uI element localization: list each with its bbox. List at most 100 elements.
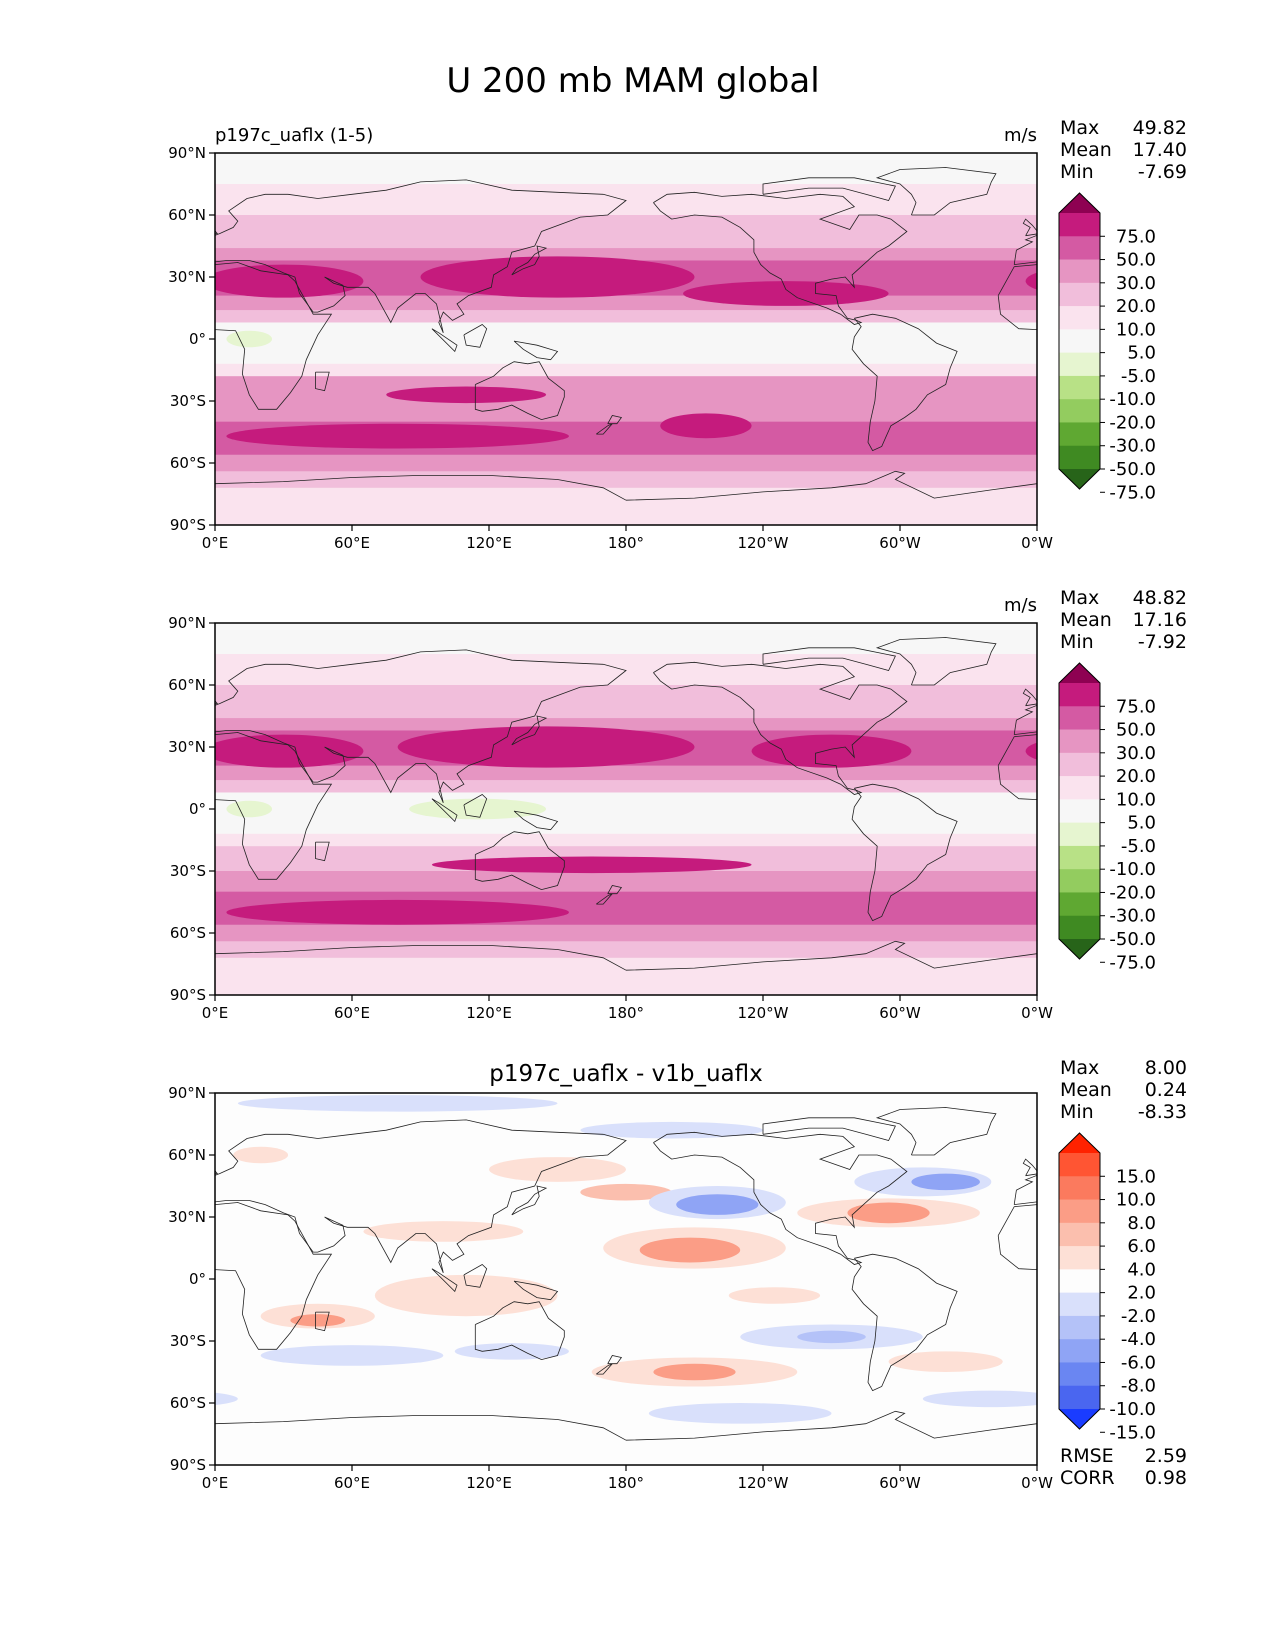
coastline bbox=[215, 649, 627, 803]
coastline bbox=[875, 637, 997, 686]
contour-region bbox=[397, 726, 695, 768]
coastline bbox=[0, 662, 85, 794]
y-tick-label: 60°N bbox=[168, 1146, 206, 1164]
colorbar-segment bbox=[1059, 259, 1100, 284]
contour-region bbox=[683, 281, 889, 306]
rmse-label: RMSE bbox=[1060, 1445, 1114, 1467]
coastline bbox=[1254, 799, 1275, 822]
colorbar-tick-label: 50.0 bbox=[1116, 250, 1156, 271]
y-tick-label: 30°N bbox=[168, 738, 206, 756]
contour-region bbox=[215, 264, 364, 298]
contour-region bbox=[580, 1121, 764, 1139]
coastline bbox=[851, 783, 958, 922]
contour-band bbox=[215, 153, 1037, 185]
colorbar-tick-label: -20.0 bbox=[1109, 882, 1156, 903]
contour-band bbox=[215, 1093, 1037, 1465]
coastlines bbox=[0, 637, 1275, 971]
colorbar-segment bbox=[1059, 776, 1100, 800]
chart-panel-difference: 0°E 60°E 120°E 180° 120°W 60°W 0°W 90°N 60°N 30°N… bbox=[30, 1057, 1187, 1492]
contour-band bbox=[215, 471, 1037, 489]
y-tick-label: 60°N bbox=[168, 676, 206, 694]
contour-region bbox=[386, 386, 547, 404]
coastline bbox=[0, 192, 85, 324]
x-tick-label: 120°E bbox=[466, 1474, 512, 1492]
contour-region bbox=[226, 800, 273, 818]
colorbar: 75.0 50.030.020.010.0 5.0-5.0-10.0-20.0 -30… bbox=[1058, 192, 1156, 503]
x-tick-label: 60°W bbox=[879, 534, 921, 552]
contour-region bbox=[431, 856, 752, 874]
y-tick-label: 90°N bbox=[168, 614, 206, 632]
contour-region bbox=[290, 1314, 346, 1327]
coastline bbox=[1022, 688, 1037, 707]
colorbar-segment bbox=[1059, 1292, 1100, 1317]
contour-band bbox=[215, 215, 1037, 249]
coastline bbox=[511, 715, 548, 746]
colorbar-tick-label: 10.0 bbox=[1116, 1190, 1156, 1211]
coastline bbox=[511, 245, 548, 276]
colorbar-segment bbox=[1059, 1315, 1100, 1340]
contour-band bbox=[215, 248, 1037, 261]
colorbar-segment bbox=[1059, 422, 1100, 447]
coastline bbox=[215, 700, 219, 705]
coastline bbox=[30, 1254, 135, 1390]
coastline bbox=[607, 1355, 623, 1365]
stat-label: Min bbox=[1060, 161, 1094, 183]
colorbar-segment bbox=[1059, 845, 1100, 870]
colorbar-extend-min bbox=[1059, 469, 1100, 489]
colorbar-tick-label: -50.0 bbox=[1109, 459, 1156, 480]
colorbar-tick-label: 10.0 bbox=[1116, 319, 1156, 340]
contour-region bbox=[215, 1392, 238, 1406]
colorbar-segment bbox=[1059, 869, 1100, 893]
colorbar-tick-label: -10.0 bbox=[1109, 389, 1156, 410]
coastline bbox=[1022, 218, 1037, 237]
contour-band bbox=[215, 322, 1037, 365]
colorbar-segment bbox=[1059, 445, 1100, 470]
coastline bbox=[474, 831, 565, 891]
colorbar: 15.0 10.08.06.04.0 2.0-2.0-4.0-6.0 -8.0-10.… bbox=[1058, 1132, 1156, 1443]
coastline bbox=[762, 647, 896, 671]
coastline bbox=[513, 810, 559, 831]
contour-band bbox=[215, 623, 1037, 655]
coastline bbox=[215, 1415, 627, 1441]
stat-value: 49.82 bbox=[1133, 117, 1187, 139]
contour-band bbox=[215, 363, 1037, 377]
coastline bbox=[55, 1108, 174, 1156]
coastline bbox=[55, 168, 174, 216]
x-tick-label: 120°W bbox=[738, 1004, 789, 1022]
x-tick-label: 60°E bbox=[334, 1474, 370, 1492]
x-tick-label: 0°E bbox=[202, 1474, 229, 1492]
colorbar-segment bbox=[1059, 1362, 1100, 1387]
contour-region bbox=[797, 1330, 866, 1344]
contour-region bbox=[409, 798, 547, 820]
coastline bbox=[30, 314, 135, 450]
contour-band bbox=[215, 780, 1037, 793]
colorbar-segment bbox=[1059, 1269, 1100, 1294]
colorbar-tick-label: 50.0 bbox=[1116, 720, 1156, 741]
colorbar-tick-label: -10.0 bbox=[1109, 1399, 1156, 1420]
panel-units: m/s bbox=[1004, 595, 1037, 616]
y-tick-label: 60°S bbox=[170, 454, 206, 472]
colorbar-extend-min bbox=[1059, 1409, 1100, 1429]
stat-label: Min bbox=[1060, 631, 1094, 653]
coastline bbox=[215, 732, 333, 880]
contour-region bbox=[226, 423, 569, 449]
colorbar-segment bbox=[1059, 282, 1100, 307]
contour-band bbox=[215, 295, 1037, 311]
colorbar-tick-label: 30.0 bbox=[1116, 743, 1156, 764]
coastline bbox=[215, 1119, 627, 1273]
coastline bbox=[30, 784, 135, 920]
x-tick-label: 60°E bbox=[334, 1004, 370, 1022]
colorbar-extend-min bbox=[1059, 939, 1100, 959]
rmse-value: 2.59 bbox=[1145, 1445, 1187, 1467]
colorbar-tick-label: -4.0 bbox=[1121, 1329, 1156, 1350]
corr-label: CORR bbox=[1060, 1467, 1115, 1489]
coastline bbox=[653, 661, 908, 795]
contour-band bbox=[215, 792, 1037, 835]
contour-band bbox=[215, 765, 1037, 781]
panel-units: m/s bbox=[1004, 125, 1037, 146]
colorbar-tick-label: -20.0 bbox=[1109, 412, 1156, 433]
contour-region bbox=[374, 1274, 558, 1317]
coastline bbox=[513, 340, 559, 361]
contour-region bbox=[728, 1287, 821, 1304]
contour-region bbox=[454, 1343, 569, 1360]
